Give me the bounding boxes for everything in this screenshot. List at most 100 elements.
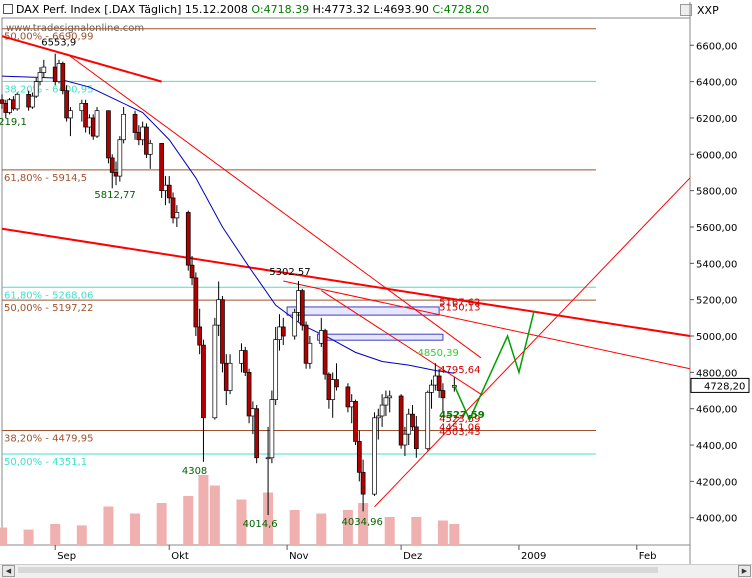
axis-mode-label[interactable]: XXP bbox=[697, 4, 719, 17]
candle-body bbox=[132, 113, 138, 133]
volume-bar bbox=[76, 525, 87, 545]
candle-body bbox=[296, 290, 301, 313]
volume-bar bbox=[342, 510, 353, 545]
price-label: 6219,1 bbox=[0, 117, 27, 128]
volume-bar bbox=[50, 524, 61, 545]
level-label: 4523,59 bbox=[439, 414, 480, 425]
moving-average-line bbox=[1, 75, 455, 374]
trendline bbox=[321, 290, 482, 395]
candle-body bbox=[322, 330, 328, 375]
candle-body bbox=[345, 386, 351, 408]
trendline bbox=[283, 280, 691, 370]
candle-body bbox=[239, 350, 244, 364]
y-tick-label: 4000,00 bbox=[696, 514, 737, 525]
volume-bar bbox=[384, 517, 395, 545]
candle-body bbox=[56, 63, 62, 82]
candle-body bbox=[356, 441, 362, 473]
volume-bar bbox=[156, 503, 167, 545]
open-value: O:4718.39 bbox=[251, 3, 310, 16]
candle-body bbox=[387, 395, 393, 399]
candle-body bbox=[273, 339, 279, 400]
candle-body bbox=[413, 426, 419, 450]
candle-body bbox=[41, 66, 47, 73]
y-tick-label: 5000,00 bbox=[696, 332, 737, 343]
trendline bbox=[1, 35, 162, 83]
x-tick-label: Nov bbox=[289, 551, 309, 562]
volume-bar bbox=[449, 524, 460, 545]
volume-bar bbox=[209, 485, 220, 545]
trendline bbox=[1, 227, 691, 338]
candle-body bbox=[246, 372, 252, 417]
candle-body bbox=[398, 395, 404, 446]
scale-toggle-button[interactable] bbox=[680, 4, 692, 16]
level-label: 5150,13 bbox=[439, 303, 480, 314]
resistance-zone bbox=[286, 306, 440, 316]
candle-body bbox=[383, 397, 389, 406]
y-tick-label: 5800,00 bbox=[696, 187, 737, 198]
scrollbar-thumb[interactable] bbox=[18, 567, 658, 573]
candle-body bbox=[372, 417, 377, 495]
candle-body bbox=[227, 362, 233, 391]
candle-body bbox=[136, 132, 142, 141]
price-label: 4850,39 bbox=[418, 348, 459, 359]
candle-body bbox=[87, 117, 92, 128]
y-tick-label: 6600,00 bbox=[696, 41, 737, 52]
y-tick-label: 5400,00 bbox=[696, 259, 737, 270]
candle-body bbox=[60, 63, 66, 92]
x-tick-label: Okt bbox=[171, 551, 189, 562]
candle-body bbox=[216, 299, 222, 326]
candle-body bbox=[90, 117, 96, 137]
y-tick-label: 6400,00 bbox=[696, 78, 737, 89]
fib-level-label: 38,20% - 4479,95 bbox=[4, 434, 93, 445]
y-tick-label: 4200,00 bbox=[696, 477, 737, 488]
last-price-label: 4728,20 bbox=[704, 381, 745, 392]
candle-body bbox=[117, 139, 123, 177]
candle-body bbox=[265, 457, 271, 460]
candle-body bbox=[410, 413, 415, 428]
candle-body bbox=[242, 350, 248, 373]
candle-body bbox=[220, 299, 225, 364]
candle-body bbox=[334, 379, 339, 388]
candle-body bbox=[402, 433, 408, 446]
candle-body bbox=[212, 324, 218, 419]
candle-body bbox=[425, 392, 431, 450]
candle-body bbox=[379, 404, 385, 417]
volume-bar bbox=[289, 510, 300, 545]
candle-body bbox=[109, 157, 115, 173]
volume-bar bbox=[183, 496, 194, 545]
price-label: 6553,9 bbox=[41, 37, 76, 48]
candle-body bbox=[94, 110, 100, 137]
x-tick-label: Sep bbox=[57, 551, 76, 562]
scroll-left-button[interactable]: ◀ bbox=[2, 565, 15, 577]
candle-body bbox=[277, 326, 282, 341]
y-tick-label: 4600,00 bbox=[696, 405, 737, 416]
price-label: 4034,96 bbox=[342, 517, 383, 528]
candle-body bbox=[83, 103, 88, 128]
x-tick-label: Dez bbox=[403, 551, 422, 562]
scroll-right-button[interactable]: ▶ bbox=[738, 565, 751, 577]
projection-path bbox=[453, 310, 535, 422]
x-tick-label: Feb bbox=[639, 551, 657, 562]
candle-body bbox=[193, 277, 199, 328]
volume-bar bbox=[23, 529, 34, 545]
price-label: 4308 bbox=[182, 466, 207, 477]
level-label: 5167,62 bbox=[439, 298, 480, 309]
price-label: 5812,77 bbox=[94, 190, 135, 201]
candle-body bbox=[307, 342, 313, 364]
candle-body bbox=[14, 93, 20, 110]
candle-body bbox=[280, 326, 286, 337]
price-label: 5302.57 bbox=[269, 267, 310, 278]
volume-bar bbox=[316, 513, 327, 545]
candle-body bbox=[170, 197, 176, 219]
y-tick-label: 4400,00 bbox=[696, 441, 737, 452]
y-tick-label: 4800,00 bbox=[696, 368, 737, 379]
y-tick-label: 6200,00 bbox=[696, 114, 737, 125]
candle-body bbox=[326, 373, 332, 400]
candle-body bbox=[303, 324, 309, 364]
y-tick-label: 5200,00 bbox=[696, 296, 737, 307]
candle-body bbox=[30, 95, 35, 108]
candle-body bbox=[3, 103, 9, 113]
candle-body bbox=[299, 290, 305, 326]
chart-header: DAX Perf. Index [.DAX Täglich] 15.12.200… bbox=[3, 3, 489, 16]
